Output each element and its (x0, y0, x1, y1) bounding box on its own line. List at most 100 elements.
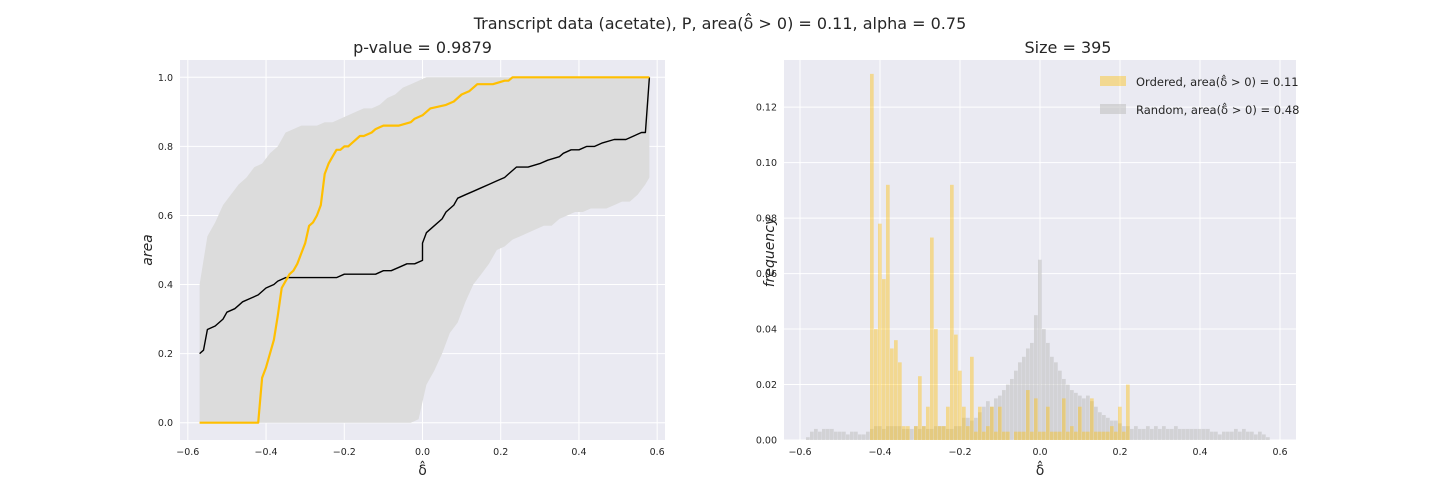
ordered-bar (994, 431, 998, 440)
freq-ytick-label: 0.08 (756, 214, 777, 225)
ordered-bar (1054, 431, 1058, 440)
ordered-bar (978, 406, 982, 440)
ordered-bar (1118, 406, 1122, 440)
area-xtick-label: 0.6 (650, 447, 665, 458)
area-plot-ticks: −0.6 −0.4 −0.2 0.0 0.2 0.4 0.6 0.0 0.2 0.4 0.6 0.8 1… (158, 73, 665, 458)
freq-xtick-label: 0.0 (1032, 447, 1047, 458)
random-bar (1230, 431, 1234, 440)
random-bar (1114, 420, 1118, 440)
random-bar (1250, 431, 1254, 440)
random-bar (942, 426, 946, 440)
area-plot-xlabel: δ̂ (418, 460, 427, 479)
ordered-bar (982, 431, 986, 440)
random-bar (854, 431, 858, 440)
random-bar (1038, 259, 1042, 440)
random-bar (962, 417, 966, 440)
ordered-bar (954, 334, 958, 440)
area-ytick-label: 0.2 (158, 349, 173, 360)
random-bar (970, 420, 974, 440)
ordered-bar (1002, 431, 1006, 440)
random-bar (1166, 428, 1170, 440)
legend-label-random: Random, area(δ̂ > 0) = 0.48 (1136, 101, 1299, 117)
random-bar (1238, 431, 1242, 440)
random-bar (1182, 428, 1186, 440)
ordered-bar (1050, 431, 1054, 440)
ordered-bar (898, 362, 902, 440)
ordered-bar (938, 426, 942, 440)
random-bar (862, 434, 866, 440)
random-bar (966, 417, 970, 440)
random-area-line (199, 77, 651, 355)
random-bar (990, 406, 994, 440)
random-bar (1222, 431, 1226, 440)
ordered-bar (902, 426, 906, 440)
random-bar (1198, 428, 1202, 440)
random-bar (1154, 426, 1158, 440)
ordered-bar (906, 426, 910, 440)
random-bar (1246, 431, 1250, 440)
freq-xtick-label: −0.6 (788, 447, 811, 458)
ordered-bar (886, 184, 890, 440)
ordered-bar (1014, 431, 1018, 440)
ordered-bar (934, 329, 938, 440)
ordered-bar (990, 406, 994, 440)
area-xtick-label: 0.0 (415, 447, 430, 458)
ordered-bar (950, 184, 954, 440)
ordered-bar (958, 370, 962, 440)
random-bar (1090, 401, 1094, 440)
area-xtick-label: 0.2 (493, 447, 508, 458)
random-bar (1242, 428, 1246, 440)
ordered-bar (882, 279, 886, 440)
random-bar (1050, 356, 1054, 440)
random-bar (1262, 434, 1266, 440)
ordered-bar (1042, 431, 1046, 440)
ordered-bar (986, 426, 990, 440)
ordered-bar (1078, 406, 1082, 440)
random-bar (910, 428, 914, 440)
random-bar (950, 428, 954, 440)
freq-ytick-label: 0.06 (756, 269, 777, 280)
random-bar (1042, 329, 1046, 440)
random-bar (958, 426, 962, 440)
ordered-bar (1066, 431, 1070, 440)
random-bar (1158, 428, 1162, 440)
ordered-bar (966, 426, 970, 440)
ordered-bar (1006, 431, 1010, 440)
ordered-bar (926, 406, 930, 440)
random-bar (838, 431, 842, 440)
random-bar (1174, 426, 1178, 440)
random-bar (1130, 428, 1134, 440)
ordered-bar (1026, 390, 1030, 440)
random-bar (974, 417, 978, 440)
random-bar (994, 398, 998, 440)
random-bar (1014, 370, 1018, 440)
random-bar (1218, 434, 1222, 440)
random-bar (806, 437, 810, 440)
random-bar (1142, 428, 1146, 440)
random-bar (982, 406, 986, 440)
random-bar (1110, 420, 1114, 440)
ordered-bar (1038, 431, 1042, 440)
area-ytick-label: 1.0 (158, 73, 173, 84)
freq-ytick-label: 0.00 (756, 436, 777, 447)
random-bar (1126, 426, 1130, 440)
random-bar (998, 395, 1002, 440)
random-band-layer (199, 77, 650, 423)
random-bar (1118, 423, 1122, 440)
area-ytick-label: 0.0 (158, 418, 173, 429)
ordered-bar (1018, 431, 1022, 440)
area-xtick-label: −0.4 (255, 447, 278, 458)
random-bar (1102, 415, 1106, 440)
random-bar (1002, 390, 1006, 440)
random-bar (814, 428, 818, 440)
legend-swatch-ordered (1100, 76, 1126, 86)
random-bar (1054, 362, 1058, 440)
ordered-area-line (199, 76, 650, 424)
random-bar (834, 431, 838, 440)
random-bar (890, 426, 894, 440)
random-bar (810, 431, 814, 440)
random-bar (1254, 434, 1258, 440)
random-bar (858, 434, 862, 440)
area-plot-title: p-value = 0.9879 (353, 38, 492, 57)
random-bar (978, 412, 982, 440)
